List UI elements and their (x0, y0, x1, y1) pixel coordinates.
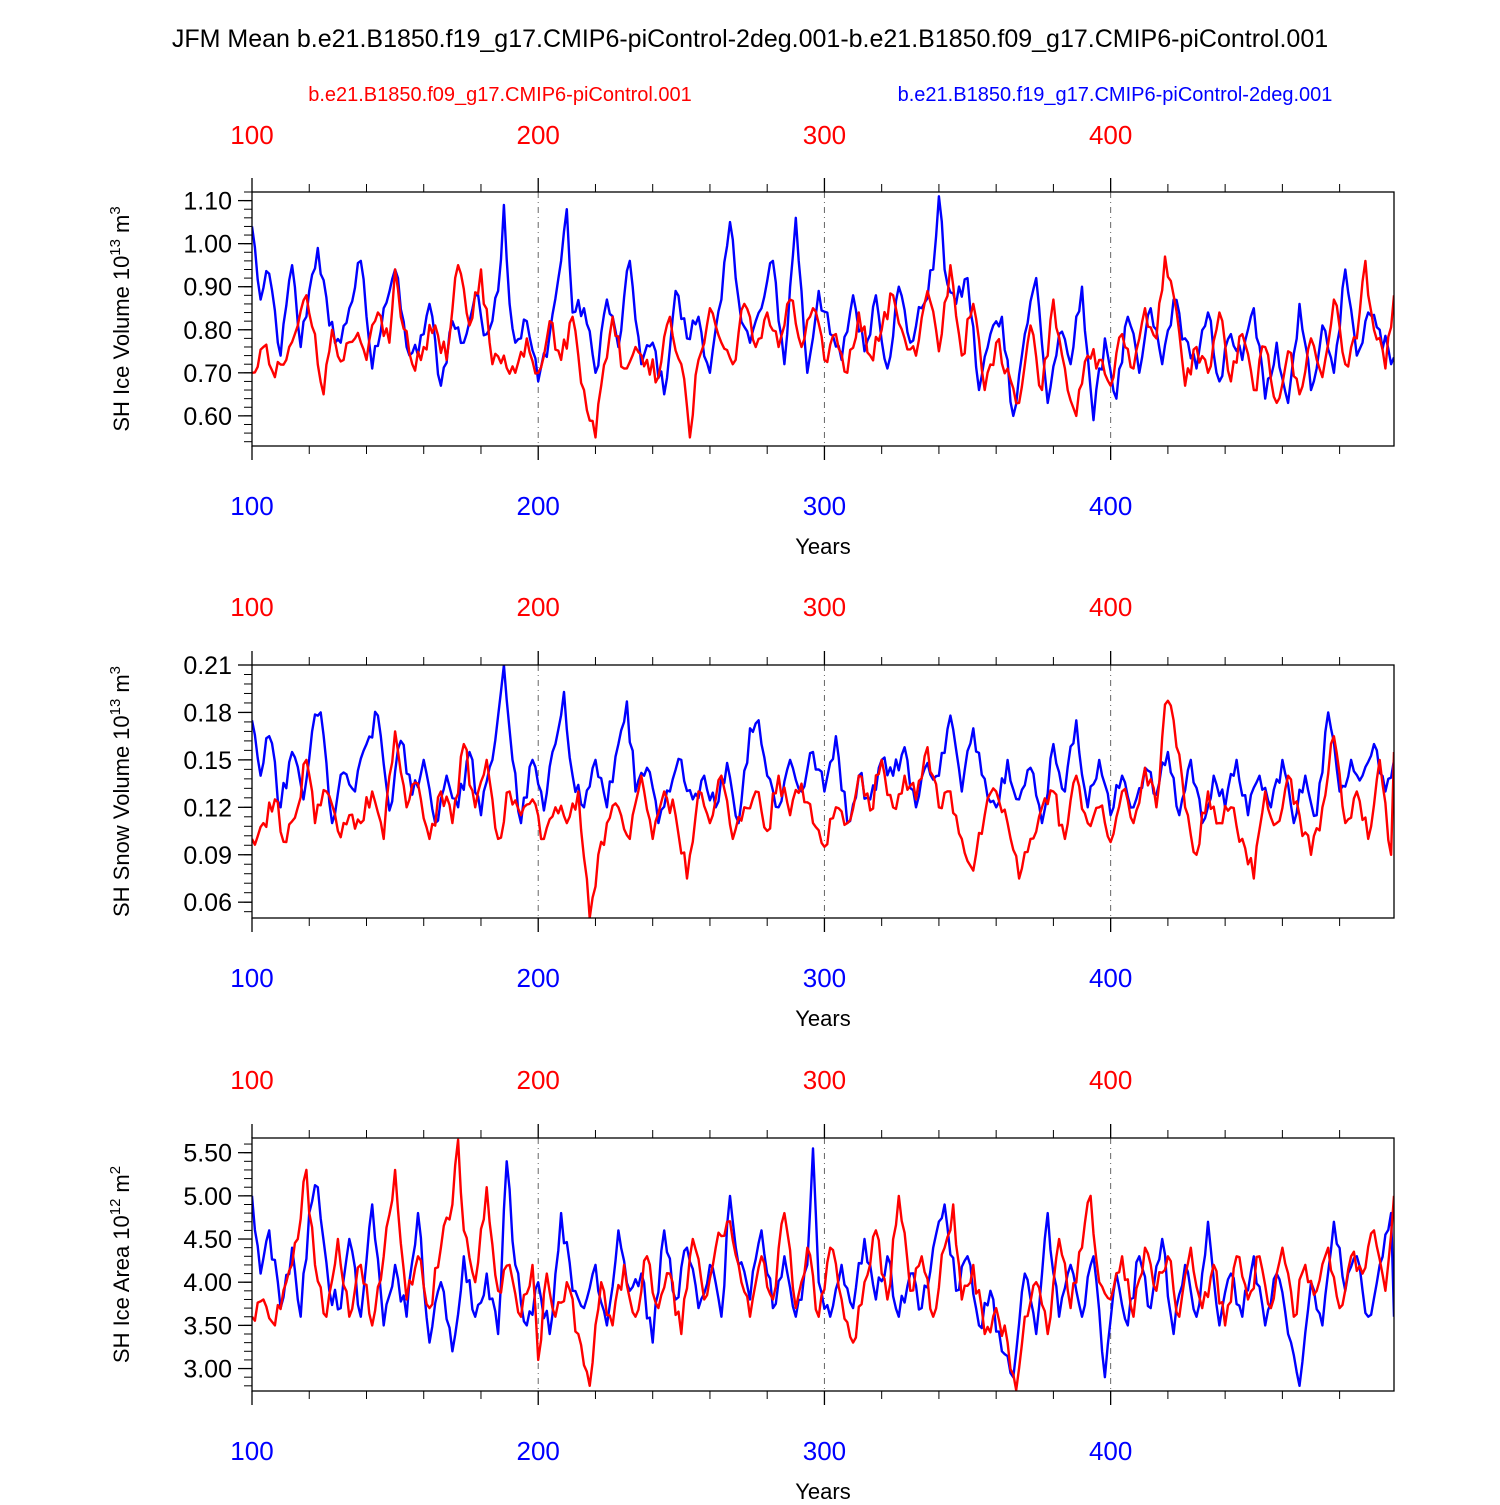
y-axis-unit-exp: 13 (107, 699, 124, 716)
y-axis-title-text: SH Ice Volume (109, 286, 134, 432)
y-axis-unit-base-exp: 3 (107, 666, 124, 674)
y-tick-label: 0.60 (183, 403, 232, 431)
y-tick-label: 0.06 (183, 889, 232, 917)
x-axis-title: Years (795, 534, 850, 559)
x-axis-title: Years (795, 1006, 850, 1031)
x-tick-label-bottom-blue: 400 (1089, 963, 1132, 993)
y-axis-unit-base-exp: 2 (107, 1166, 124, 1174)
x-tick-label-bottom-blue: 300 (803, 1436, 846, 1466)
x-axis-title: Years (795, 1479, 850, 1500)
y-axis-title: SH Ice Area 1012 m2 (107, 1166, 134, 1363)
y-tick-label: 5.50 (183, 1140, 232, 1168)
series-line-blue (252, 195, 1394, 422)
y-axis-unit-base: m (109, 674, 134, 692)
x-tick-label-top-red: 200 (517, 1065, 560, 1095)
y-tick-label: 3.50 (183, 1312, 232, 1340)
x-tick-label-top-red: 100 (230, 120, 273, 150)
x-tick-label-top-red: 300 (803, 1065, 846, 1095)
y-tick-label: 4.00 (183, 1269, 232, 1297)
series-line-red (252, 1138, 1394, 1391)
legend-red-label: b.e21.B1850.f09_g17.CMIP6-piControl.001 (308, 84, 692, 106)
y-axis-title: SH Ice Volume 1013 m3 (107, 206, 134, 431)
y-axis-unit-mult: 10 (109, 715, 134, 739)
y-tick-label: 0.21 (183, 652, 232, 680)
x-tick-label-bottom-blue: 200 (517, 1436, 560, 1466)
y-axis-unit-base: m (109, 1174, 134, 1192)
chart-title: JFM Mean b.e21.B1850.f19_g17.CMIP6-piCon… (172, 25, 1328, 53)
y-tick-label: 0.15 (183, 747, 232, 775)
x-tick-label-bottom-blue: 100 (230, 491, 273, 521)
panel-1: 0.60 0.70 0.80 0.90 1.00 1.10 100 100 200 200 300 3… (107, 120, 1395, 559)
x-tick-label-bottom-blue: 200 (517, 491, 560, 521)
x-tick-label-top-red: 200 (517, 120, 560, 150)
plot-frame (251, 664, 1395, 919)
series-line-red (252, 255, 1394, 439)
y-tick-label: 0.80 (183, 317, 232, 345)
y-axis-unit-mult: 10 (109, 256, 134, 280)
y-axis-title-text: SH Snow Volume (109, 746, 134, 917)
series-line-red (252, 699, 1394, 918)
plot-frame (251, 191, 1395, 447)
series-line-blue (252, 1147, 1394, 1387)
x-tick-label-bottom-blue: 200 (517, 963, 560, 993)
x-tick-label-bottom-blue: 300 (803, 963, 846, 993)
y-axis-title: SH Snow Volume 1013 m3 (107, 666, 134, 917)
legend-blue-label: b.e21.B1850.f19_g17.CMIP6-piControl-2deg… (898, 84, 1333, 106)
y-tick-label: 0.90 (183, 274, 232, 302)
x-tick-label-top-red: 300 (803, 592, 846, 622)
panel-2: 0.06 0.09 0.12 0.15 0.18 0.21 100 100 200 200 300 3… (107, 592, 1395, 1031)
x-tick-label-bottom-blue: 400 (1089, 1436, 1132, 1466)
x-tick-label-bottom-blue: 100 (230, 963, 273, 993)
series-line-blue (252, 665, 1394, 825)
x-tick-label-top-red: 200 (517, 592, 560, 622)
y-tick-label: 5.00 (183, 1183, 232, 1211)
y-tick-label: 4.50 (183, 1226, 232, 1254)
y-tick-label: 0.70 (183, 360, 232, 388)
x-tick-label-bottom-blue: 400 (1089, 491, 1132, 521)
x-tick-label-top-red: 100 (230, 1065, 273, 1095)
y-axis-unit-mult: 10 (109, 1215, 134, 1239)
y-tick-label: 1.00 (183, 231, 232, 259)
y-axis-title-text: SH Ice Area (109, 1245, 134, 1363)
y-axis-unit-base-exp: 3 (107, 206, 124, 214)
y-tick-label: 1.10 (183, 188, 232, 216)
y-tick-label: 0.09 (183, 842, 232, 870)
y-tick-label: 0.18 (183, 699, 232, 727)
panels: 0.600.700.800.901.001.101001002002003003… (107, 120, 1395, 1504)
y-axis-unit-exp: 13 (107, 239, 124, 256)
y-tick-label: 0.12 (183, 794, 232, 822)
y-tick-label: 3.00 (183, 1356, 232, 1384)
x-tick-label-top-red: 400 (1089, 120, 1132, 150)
x-tick-label-top-red: 300 (803, 120, 846, 150)
x-tick-label-top-red: 100 (230, 592, 273, 622)
panel-3: 3.00 3.50 4.00 4.50 5.00 5.50 100 100 200 200 300 3… (107, 1065, 1395, 1504)
x-tick-label-bottom-blue: 100 (230, 1436, 273, 1466)
y-axis-unit-exp: 12 (107, 1199, 124, 1216)
x-tick-label-bottom-blue: 300 (803, 491, 846, 521)
x-tick-label-top-red: 400 (1089, 1065, 1132, 1095)
x-tick-label-top-red: 400 (1089, 592, 1132, 622)
y-axis-unit-base: m (109, 215, 134, 233)
